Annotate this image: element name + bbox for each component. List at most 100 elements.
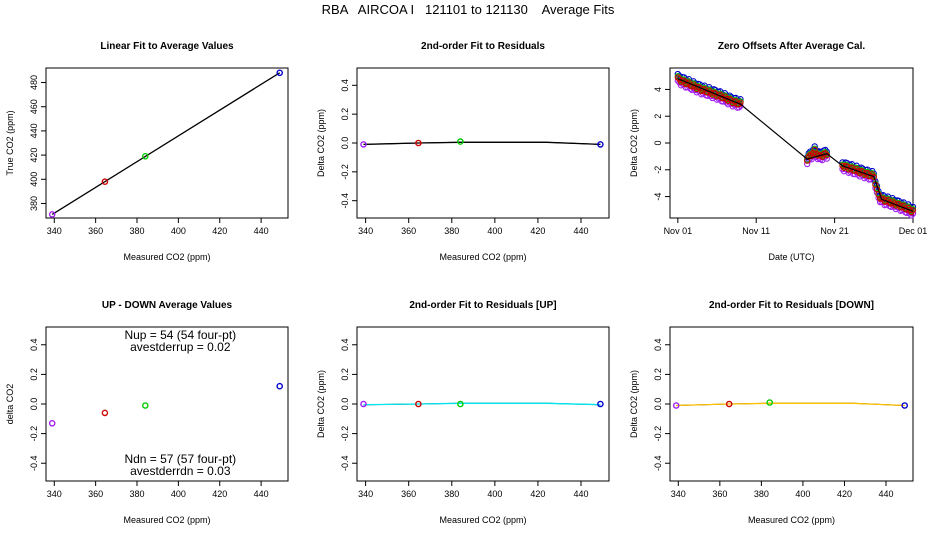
x-tick-label: 340 <box>358 489 373 499</box>
chart-title: 2nd-order Fit to Residuals [DOWN] <box>709 300 874 311</box>
x-axis-label: Date (UTC) <box>768 252 814 262</box>
chart-title: 2nd-order Fit to Residuals <box>421 41 545 52</box>
y-tick-label: 0.4 <box>340 339 350 352</box>
annotation-ndn: Ndn = 57 (57 four-pt) <box>124 452 236 466</box>
data-point <box>141 402 149 409</box>
y-tick-label: 0.4 <box>653 339 663 352</box>
data-point <box>597 141 604 148</box>
data-point <box>141 152 149 160</box>
data-point <box>725 400 733 408</box>
x-tick-label: 380 <box>444 489 459 499</box>
y-tick-label: -0.2 <box>653 426 663 442</box>
y-axis-label: Delta CO2 (ppm) <box>629 109 639 177</box>
x-tick-label: 420 <box>212 489 227 499</box>
x-tick-label: 380 <box>444 226 459 236</box>
fit-line <box>51 72 281 215</box>
y-tick-label: -0.4 <box>29 455 39 471</box>
y-axis-label: delta CO2 <box>5 384 15 425</box>
x-tick-label: 420 <box>212 226 227 236</box>
data-point <box>735 100 743 108</box>
data-point <box>360 141 367 148</box>
y-tick-label: -0.4 <box>653 455 663 471</box>
y-tick-label: 2 <box>653 114 663 119</box>
x-tick-label: 420 <box>530 489 545 499</box>
y-tick-label: -0.2 <box>340 426 350 442</box>
x-tick-label: 340 <box>358 226 373 236</box>
data-point <box>457 400 464 408</box>
x-tick-label: 380 <box>754 489 769 499</box>
y-tick-label: 0.2 <box>653 368 663 381</box>
y-axis-label: True CO2 (ppm) <box>5 110 15 175</box>
chart-title: UP - DOWN Average Values <box>102 300 233 311</box>
x-tick-label: 420 <box>530 226 545 236</box>
data-point <box>804 157 811 164</box>
annotation-nup: Nup = 54 (54 four-pt) <box>124 328 236 342</box>
x-tick-label: Dec 01 <box>899 226 928 236</box>
x-tick-label: Nov 01 <box>664 226 693 236</box>
x-tick-label: 340 <box>671 489 686 499</box>
y-tick-label: 0.0 <box>340 398 350 411</box>
x-tick-label: 440 <box>254 489 269 499</box>
data-point <box>674 74 681 81</box>
y-tick-label: 0.0 <box>340 137 350 150</box>
x-axis-label: Measured CO2 (ppm) <box>123 252 210 262</box>
fit-curve <box>363 141 601 146</box>
x-axis-label: Measured CO2 (ppm) <box>439 252 526 262</box>
y-tick-label: 400 <box>29 172 39 187</box>
y-tick-label: -0.4 <box>340 193 350 209</box>
data-point <box>901 402 909 409</box>
y-tick-label: 0.2 <box>340 368 350 381</box>
y-tick-label: 380 <box>29 196 39 211</box>
y-axis-label: Delta CO2 (ppm) <box>629 370 639 438</box>
y-tick-label: -2 <box>653 166 663 174</box>
x-tick-label: 440 <box>254 226 269 236</box>
y-tick-label: 420 <box>29 148 39 163</box>
trend-line <box>677 78 914 212</box>
x-tick-label: 440 <box>573 226 588 236</box>
plot-frame <box>45 67 289 219</box>
y-tick-label: -0.2 <box>29 426 39 442</box>
y-tick-label: 0.4 <box>340 79 350 92</box>
y-tick-label: 0.4 <box>29 339 39 352</box>
y-tick-label: 4 <box>653 87 663 92</box>
x-tick-label: 340 <box>47 489 62 499</box>
data-point <box>415 139 422 147</box>
data-point <box>811 143 818 150</box>
y-tick-label: -0.2 <box>340 164 350 180</box>
x-tick-label: Nov 21 <box>820 226 849 236</box>
x-axis-label: Measured CO2 (ppm) <box>748 515 835 525</box>
y-tick-label: 440 <box>29 123 39 138</box>
y-tick-label: 0 <box>653 140 663 145</box>
x-tick-label: 400 <box>171 489 186 499</box>
x-tick-label: 400 <box>487 489 502 499</box>
data-point <box>415 400 422 408</box>
data-point <box>276 382 284 390</box>
y-tick-label: -4 <box>653 193 663 201</box>
data-point <box>908 208 915 216</box>
data-point <box>101 409 109 417</box>
x-tick-label: 360 <box>401 489 416 499</box>
x-tick-label: 420 <box>837 489 852 499</box>
annotation-avestderrup: avestderrup = 0.02 <box>130 340 231 354</box>
y-tick-label: 0.0 <box>29 398 39 411</box>
y-tick-label: 460 <box>29 99 39 114</box>
x-axis-label: Measured CO2 (ppm) <box>123 515 210 525</box>
data-point <box>101 178 109 185</box>
x-tick-label: 440 <box>878 489 893 499</box>
x-tick-label: 360 <box>88 226 103 236</box>
data-point <box>48 419 56 427</box>
x-tick-label: 360 <box>712 489 727 499</box>
y-tick-label: 0.2 <box>29 368 39 381</box>
annotation-avestderrdn: avestderrdn = 0.03 <box>130 464 231 478</box>
fit-curve <box>363 402 601 406</box>
x-tick-label: 400 <box>487 226 502 236</box>
x-axis-label: Measured CO2 (ppm) <box>439 515 526 525</box>
data-point <box>360 400 367 408</box>
data-point <box>672 402 680 409</box>
data-point <box>811 146 818 153</box>
y-axis-label: Delta CO2 (ppm) <box>316 109 326 177</box>
y-axis-label: Delta CO2 (ppm) <box>316 370 326 438</box>
